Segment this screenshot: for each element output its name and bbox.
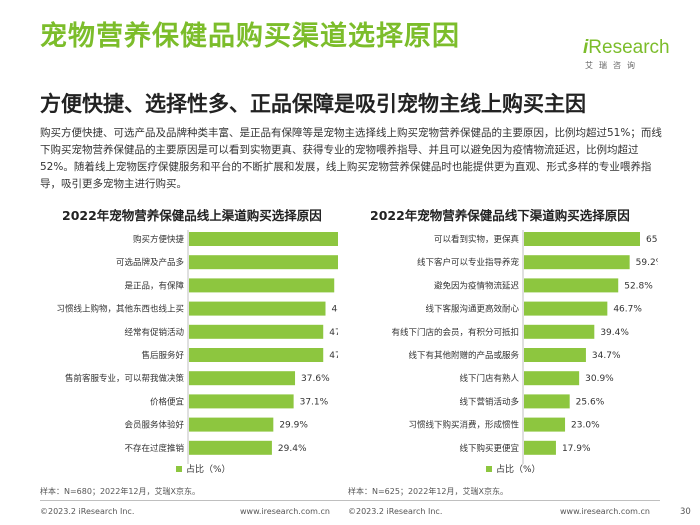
category-label: 习惯线下购买消费，形成惯性: [408, 420, 519, 431]
legend-swatch: [486, 466, 492, 472]
category-label: 线下购买更便宜: [459, 443, 519, 454]
online-chart-title: 2022年宠物营养保健品线上渠道购买选择原因: [62, 208, 322, 223]
category-label: 线下有其他附赠的产品或服务: [408, 350, 519, 361]
footer-url-left[interactable]: www.iresearch.com.cn: [240, 507, 330, 516]
category-label: 有线下门店的会员，有积分可抵扣: [391, 327, 519, 338]
bar: [189, 371, 296, 386]
bar: [189, 278, 335, 293]
bar: [524, 440, 556, 455]
bar: [189, 301, 326, 316]
logo-brand: iResearch: [583, 38, 673, 58]
bar: [524, 232, 640, 246]
offline-chart-title: 2022年宠物营养保健品线下渠道购买选择原因: [370, 208, 630, 223]
value-label: 59.2%: [636, 258, 658, 268]
legend-label: 占比（%）: [186, 463, 231, 475]
category-label: 是正品，有保障: [124, 280, 184, 291]
value-label: 48.4%: [331, 305, 338, 315]
category-label: 不存在过度推销: [124, 443, 184, 454]
offline-reasons-chart: 可以看到实物，更保真 65.0% 线下客户可以专业指导养宠 59.2% 避免因为疫情物流…: [391, 230, 658, 475]
footer-url-right[interactable]: www.iresearch.com.cn: [560, 507, 650, 516]
iresearch-logo: iResearch 艾瑞咨询: [583, 38, 673, 82]
value-label: 65.0%: [646, 235, 658, 245]
category-label: 经常有促销活动: [124, 327, 184, 338]
legend-swatch: [176, 466, 182, 472]
value-label: 17.9%: [562, 444, 591, 454]
category-label: 避免因为疫情物流延迟: [434, 280, 520, 291]
value-label: 29.4%: [278, 444, 307, 454]
value-label: 30.9%: [585, 374, 614, 384]
value-label: 37.6%: [301, 374, 330, 384]
online-reasons-chart: 购买方便快捷57.8%可选品牌及产品多53.5%是正品，有保障51.5%习惯线上…: [56, 230, 338, 475]
value-label: 37.1%: [300, 397, 329, 407]
category-label: 线下门店有熟人: [459, 373, 519, 384]
logo-brand-prefix: i: [583, 37, 589, 58]
legend-label: 占比（%）: [496, 463, 541, 475]
logo-chinese: 艾瑞咨询: [585, 61, 641, 70]
category-label: 售前客服专业，可以帮我做决策: [65, 373, 185, 384]
bar: [524, 371, 580, 386]
value-label: 34.7%: [592, 351, 621, 361]
category-label: 购买方便快捷: [133, 234, 185, 245]
value-label: 25.6%: [576, 397, 605, 407]
value-label: 39.4%: [600, 328, 629, 338]
bar: [189, 417, 274, 432]
category-label: 会员服务体验好: [124, 420, 184, 431]
value-label: 52.8%: [624, 281, 653, 291]
logo-brand-rest: Research: [588, 37, 670, 58]
page-subtitle: 方便快捷、选择性多、正品保障是吸引宠物主线上购买主因: [40, 92, 586, 116]
bar: [189, 348, 324, 362]
value-label: 29.9%: [279, 421, 308, 431]
value-label: 46.7%: [613, 305, 642, 315]
page-title: 宠物营养保健品购买渠道选择原因: [40, 21, 460, 52]
category-label: 售后服务好: [141, 350, 184, 361]
footer-divider: [40, 500, 660, 501]
summary-paragraph: 购买方便快捷、可选产品及品牌种类丰富、是正品有保障等是宠物主选择线上购买宠物营养…: [40, 127, 662, 190]
value-label: 23.0%: [571, 421, 600, 431]
category-label: 线下营销活动多: [459, 396, 519, 407]
offline-chart-source: 样本：N=625；2022年12月，艾瑞X京东。: [348, 487, 508, 496]
bar: [524, 278, 619, 293]
bar: [524, 394, 570, 409]
bar: [524, 301, 608, 316]
category-label: 可以看到实物，更保真: [434, 234, 520, 245]
value-label: 47.6%: [329, 328, 338, 338]
bar: [189, 232, 338, 246]
value-label: 47.6%: [329, 351, 338, 361]
bar: [189, 324, 324, 339]
page-number: 30: [680, 507, 691, 517]
category-label: 价格便宜: [150, 396, 185, 407]
bar: [524, 348, 586, 362]
footer-copyright-right: ©2023.2 iResearch Inc.: [348, 507, 443, 516]
bar: [189, 255, 338, 270]
bar: [524, 324, 595, 339]
online-chart-source: 样本：N=680；2022年12月，艾瑞X京东。: [40, 487, 200, 496]
category-label: 线下客户可以专业指导养宠: [417, 257, 520, 268]
bar: [189, 394, 294, 409]
category-label: 习惯线上购物，其他东西也线上买: [56, 304, 184, 315]
bar: [189, 440, 272, 455]
bar: [524, 417, 566, 432]
category-label: 可选品牌及产品多: [116, 257, 185, 268]
category-label: 线下客服沟通更高效耐心: [425, 304, 519, 315]
bar: [524, 255, 630, 270]
footer-copyright-left: ©2023.2 iResearch Inc.: [40, 507, 135, 516]
